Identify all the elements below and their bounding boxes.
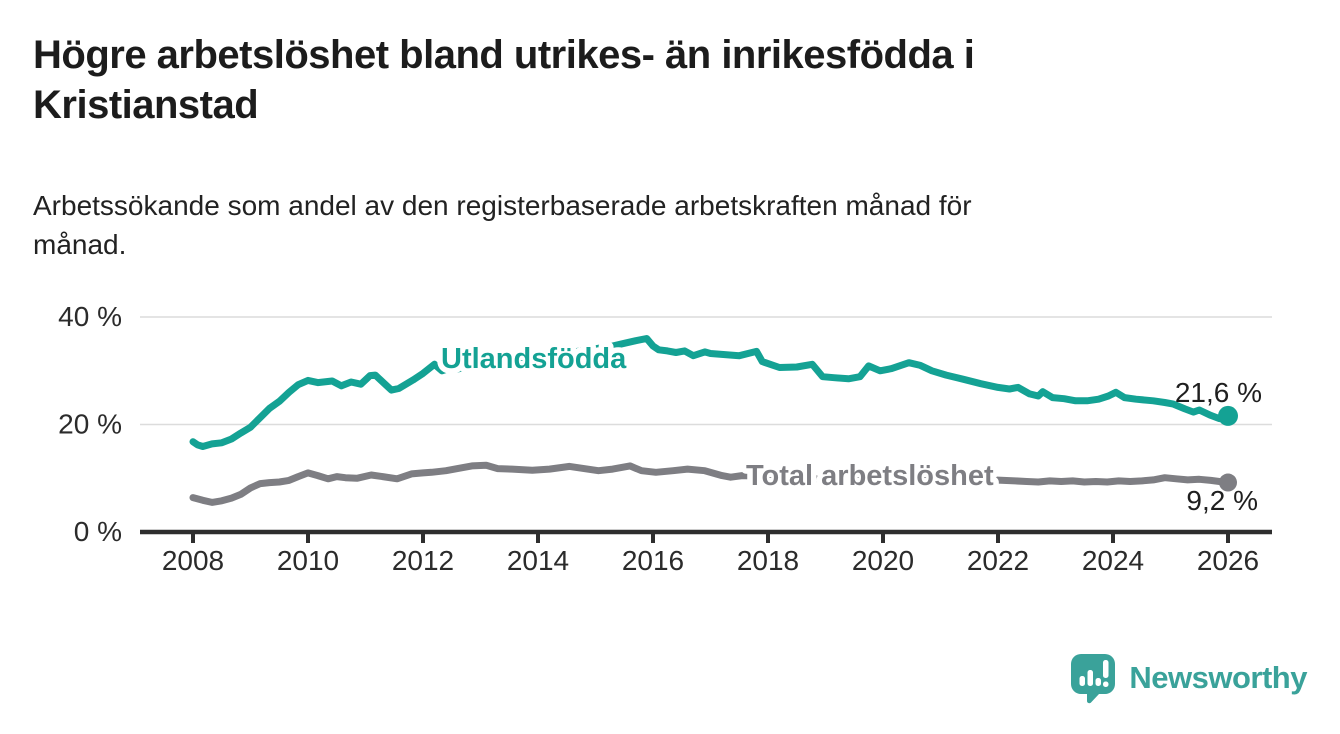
x-axis-tick-label: 2022 [967, 545, 1029, 576]
newsworthy-bar-chart-bubble-icon [1071, 654, 1116, 704]
series-end-value-label: 21,6 % [1175, 377, 1262, 408]
series-label-utlandsfodda: Utlandsfödda [441, 343, 627, 375]
x-axis-tick-label: 2016 [622, 545, 684, 576]
x-axis-tick-label: 2012 [392, 545, 454, 576]
y-axis-label: 20 % [58, 409, 122, 440]
x-axis-tick-label: 2014 [507, 545, 569, 576]
series-label-total: Total arbetslöshet [746, 460, 994, 492]
x-axis-tick-label: 2024 [1082, 545, 1144, 576]
x-axis-tick-label: 2010 [277, 545, 339, 576]
y-axis-label: 0 % [74, 516, 122, 547]
chart-subtitle: Arbetssökande som andel av den registerb… [33, 190, 972, 260]
series-end-value-label: 9,2 % [1186, 485, 1258, 516]
newsworthy-logo: Newsworthy [1069, 652, 1307, 704]
series-end-dot [1218, 405, 1238, 426]
x-axis-tick-label: 2008 [162, 545, 224, 576]
chart-title: Högre arbetslöshet bland utrikes- än inr… [33, 33, 975, 127]
line-chart: 0 % 20 % 40 % 2008 2010 2012 2014 2016 2018 2020 2… [58, 301, 1272, 576]
x-axis-tick-label: 2026 [1197, 545, 1259, 576]
y-axis-label: 40 % [58, 301, 122, 332]
series-line-utlandsfodda [189, 335, 1232, 450]
newsworthy-logo-text: Newsworthy [1129, 660, 1307, 695]
x-axis-tick-label: 2020 [852, 545, 914, 576]
series-end-dot [1219, 473, 1237, 492]
series-line-total [189, 461, 1232, 506]
x-axis-tick-label: 2018 [737, 545, 799, 576]
